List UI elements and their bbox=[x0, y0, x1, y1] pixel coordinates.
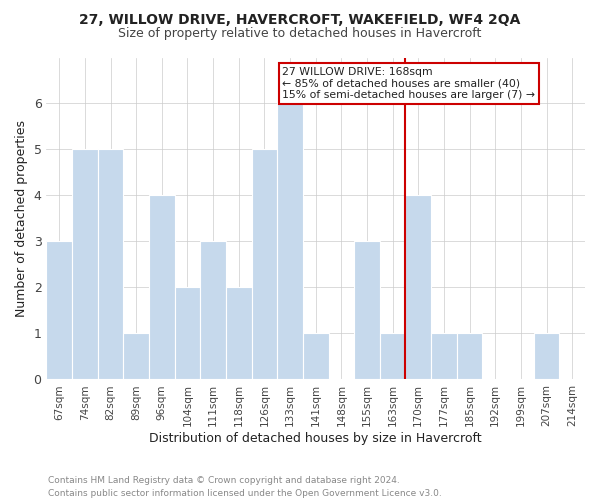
Bar bbox=[251, 150, 277, 380]
Bar bbox=[175, 288, 200, 380]
Text: Size of property relative to detached houses in Havercroft: Size of property relative to detached ho… bbox=[118, 28, 482, 40]
Bar bbox=[354, 242, 380, 380]
Bar bbox=[457, 334, 482, 380]
Bar bbox=[277, 104, 303, 380]
Bar bbox=[149, 196, 175, 380]
Text: 27 WILLOW DRIVE: 168sqm
← 85% of detached houses are smaller (40)
15% of semi-de: 27 WILLOW DRIVE: 168sqm ← 85% of detache… bbox=[283, 66, 535, 100]
Bar bbox=[534, 334, 559, 380]
Bar bbox=[46, 242, 72, 380]
Bar bbox=[124, 334, 149, 380]
Bar bbox=[98, 150, 124, 380]
Text: Contains HM Land Registry data © Crown copyright and database right 2024.
Contai: Contains HM Land Registry data © Crown c… bbox=[48, 476, 442, 498]
Bar bbox=[431, 334, 457, 380]
Bar bbox=[380, 334, 406, 380]
Bar bbox=[200, 242, 226, 380]
X-axis label: Distribution of detached houses by size in Havercroft: Distribution of detached houses by size … bbox=[149, 432, 482, 445]
Bar bbox=[226, 288, 251, 380]
Bar bbox=[72, 150, 98, 380]
Text: 27, WILLOW DRIVE, HAVERCROFT, WAKEFIELD, WF4 2QA: 27, WILLOW DRIVE, HAVERCROFT, WAKEFIELD,… bbox=[79, 12, 521, 26]
Bar bbox=[406, 196, 431, 380]
Y-axis label: Number of detached properties: Number of detached properties bbox=[15, 120, 28, 317]
Bar bbox=[303, 334, 329, 380]
